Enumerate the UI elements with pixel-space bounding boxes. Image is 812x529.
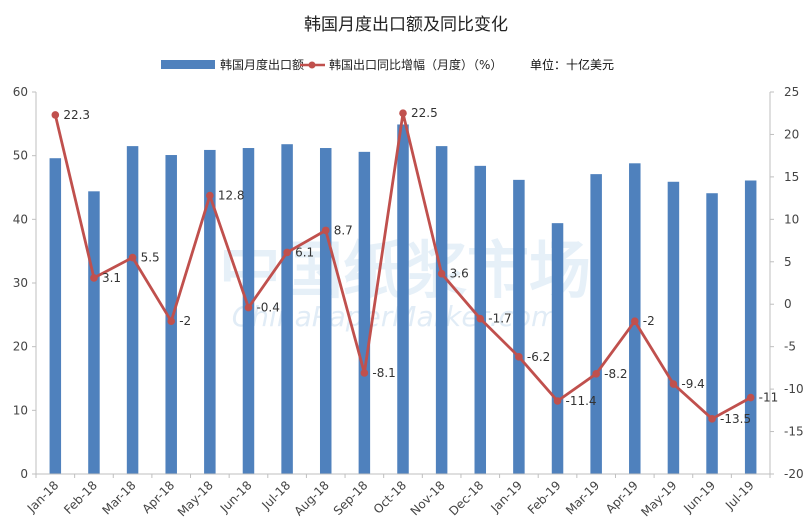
- x-tick-label: Jul-19: [722, 478, 757, 513]
- data-label: -1.7: [488, 312, 511, 326]
- x-tick-label: Nov-18: [408, 478, 448, 518]
- data-label: -2: [179, 314, 191, 328]
- line-point: [206, 191, 214, 200]
- x-tick-label: Jan-19: [487, 478, 525, 516]
- x-tick-label: Apr-19: [603, 478, 641, 516]
- y-right-tick-label: 10: [784, 212, 799, 226]
- x-tick-label: Feb-19: [525, 478, 564, 517]
- x-tick-label: Mar-19: [563, 478, 602, 517]
- line-point: [437, 269, 446, 278]
- data-label: 12.8: [218, 189, 245, 203]
- data-label: 22.3: [63, 108, 90, 122]
- bar: [706, 193, 718, 475]
- bar: [397, 124, 409, 474]
- line-point: [321, 226, 330, 235]
- line-point: [746, 393, 755, 402]
- y-left-tick-label: 10: [13, 403, 28, 417]
- y-right-tick-label: -10: [784, 382, 804, 396]
- y-right-tick-label: 0: [784, 297, 792, 311]
- x-tick-label: Jul-18: [259, 478, 294, 513]
- line-point: [51, 111, 60, 119]
- data-label: -9.4: [681, 377, 704, 391]
- legend-swatch-marker: [308, 61, 316, 69]
- bar: [204, 149, 216, 475]
- bar: [590, 174, 602, 474]
- x-tick-label: Oct-18: [371, 478, 409, 516]
- legend-label-bar: 韩国月度出口额: [220, 57, 304, 72]
- bar: [513, 179, 525, 475]
- line-point: [360, 369, 369, 377]
- y-right-tick-label: -15: [784, 425, 804, 439]
- data-label: -8.2: [604, 367, 627, 381]
- y-left-tick-label: 30: [13, 276, 28, 290]
- line-point: [476, 314, 485, 323]
- x-tick-label: Jun-19: [680, 478, 718, 516]
- y-left-tick-label: 20: [13, 340, 28, 354]
- y-left-tick-label: 0: [20, 467, 28, 481]
- data-label: 22.5: [411, 106, 438, 120]
- y-right-tick-label: 20: [784, 127, 799, 141]
- x-tick-label: Aug-18: [292, 478, 332, 518]
- bar: [88, 191, 100, 474]
- data-label: 6.1: [295, 245, 314, 259]
- y-right-tick-label: 15: [784, 170, 799, 184]
- y-right-tick-label: 25: [784, 85, 799, 99]
- legend-label-line: 韩国出口同比增幅（月度）（%）: [329, 57, 502, 72]
- bar: [435, 146, 448, 474]
- bar: [319, 148, 332, 474]
- line-point: [669, 380, 678, 388]
- data-label: -11.4: [566, 394, 597, 408]
- y-right-tick-label: 5: [784, 255, 792, 269]
- bar: [551, 223, 564, 474]
- y-left-tick-label: 60: [13, 85, 28, 99]
- plot-area: 22.3 3.1 5.5 -2 12.8 -0.4 6.1 8.7 -8.1 22.5 3.6 -1.…: [49, 106, 779, 475]
- data-label: -2: [643, 314, 655, 328]
- x-tick-label: Jun-18: [217, 478, 255, 516]
- y-right-tick-label: -5: [784, 340, 796, 354]
- bar: [126, 146, 139, 474]
- x-tick-label: Apr-18: [139, 478, 177, 516]
- data-label: -0.4: [256, 301, 279, 315]
- x-tick-label: Mar-18: [99, 478, 138, 517]
- line-point: [244, 303, 253, 312]
- line-point: [630, 317, 639, 326]
- legend-swatch-bar: [161, 60, 215, 69]
- bar: [744, 180, 757, 474]
- data-label: -8.1: [372, 366, 395, 380]
- data-label: 5.5: [141, 251, 160, 265]
- x-tick-label: Jan-18: [24, 478, 62, 516]
- x-tick-label: Feb-18: [61, 478, 100, 517]
- line-point: [553, 397, 562, 405]
- x-tick-label: May-18: [175, 478, 216, 519]
- data-label: 3.1: [102, 271, 121, 285]
- line-point: [128, 253, 137, 262]
- data-label: 3.6: [450, 267, 469, 281]
- bar: [358, 151, 371, 474]
- unit-note: 单位：十亿美元: [530, 57, 614, 72]
- bar: [281, 144, 293, 474]
- line-point: [283, 248, 291, 257]
- line-point: [515, 353, 523, 361]
- line-point: [399, 109, 407, 118]
- x-tick-label: May-19: [638, 478, 679, 519]
- data-label: -13.5: [720, 412, 751, 426]
- legend: 韩国月度出口额 韩国出口同比增幅（月度）（%） 单位：十亿美元: [161, 57, 614, 72]
- bar: [49, 158, 62, 475]
- bar: [667, 181, 680, 474]
- line-point: [708, 415, 716, 423]
- y-right-tick-label: -20: [784, 467, 804, 481]
- y-left-tick-label: 50: [13, 149, 28, 163]
- data-label: -6.2: [527, 350, 550, 364]
- y-left-tick-label: 40: [13, 212, 28, 226]
- chart-title: 韩国月度出口额及同比变化: [304, 15, 508, 35]
- x-tick-label: Dec-18: [446, 478, 486, 518]
- x-tick-label: Sep-18: [331, 478, 371, 518]
- data-label: -11: [759, 391, 779, 405]
- data-label: 8.7: [334, 223, 353, 237]
- line-point: [167, 317, 176, 326]
- bar: [165, 155, 177, 474]
- line-point: [90, 274, 98, 282]
- line-point: [592, 370, 600, 378]
